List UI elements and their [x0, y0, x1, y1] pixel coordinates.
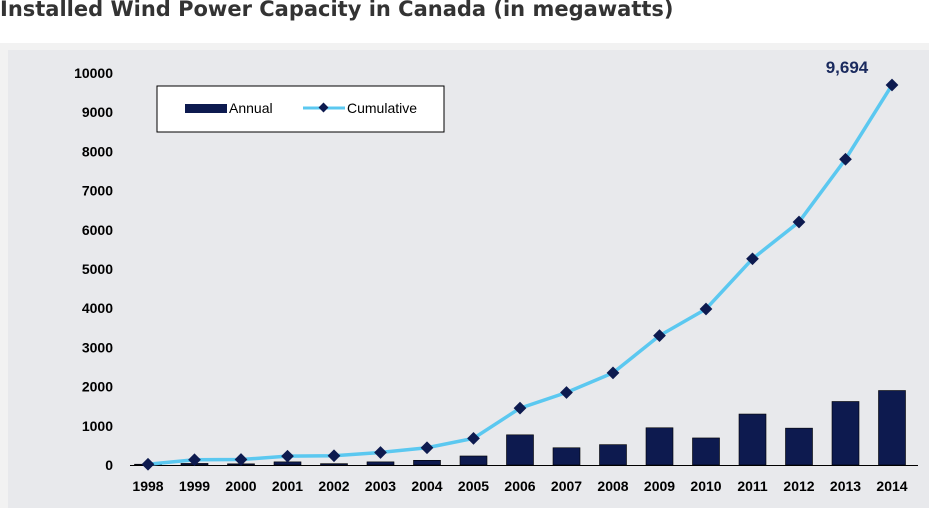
- legend-annual-swatch: [185, 104, 227, 113]
- peak-annotation: 9,694: [826, 58, 869, 77]
- x-tick-label: 2000: [225, 478, 256, 494]
- annual-bar: [645, 427, 674, 466]
- y-tick-label: 5000: [82, 261, 113, 277]
- y-tick-label: 1000: [82, 418, 113, 434]
- x-tick-label: 1998: [132, 478, 163, 494]
- x-tick-label: 1999: [179, 478, 210, 494]
- cumulative-marker: [234, 453, 248, 466]
- annual-bar: [366, 461, 395, 466]
- x-tick-label: 2006: [504, 478, 535, 494]
- x-tick-label: 2011: [737, 478, 768, 494]
- cumulative-marker: [560, 386, 573, 399]
- y-tick-label: 7000: [82, 183, 113, 199]
- annual-bars: [134, 390, 906, 466]
- cumulative-marker: [327, 449, 341, 463]
- x-tick-label: 2014: [876, 478, 907, 494]
- cumulative-marker: [467, 431, 480, 445]
- legend-cumulative-label: Cumulative: [347, 100, 417, 116]
- x-tick-label: 2002: [318, 478, 349, 494]
- annual-bar: [738, 413, 767, 466]
- x-tick-label: 2010: [690, 478, 721, 494]
- legend-annual-label: Annual: [229, 100, 273, 116]
- annual-bar: [552, 447, 581, 466]
- y-tick-label: 6000: [82, 222, 113, 238]
- legend-box: [156, 85, 445, 133]
- annual-bar: [831, 401, 860, 466]
- x-tick-label: 2013: [830, 478, 861, 494]
- x-tick-label: 2005: [458, 478, 489, 494]
- annual-bar: [878, 390, 906, 466]
- cumulative-marker: [281, 449, 294, 463]
- y-tick-label: 8000: [82, 143, 113, 159]
- y-tick-label: 9000: [82, 104, 113, 120]
- x-tick-label: 2001: [272, 478, 303, 494]
- annual-bar: [320, 463, 348, 466]
- y-tick-label: 3000: [82, 339, 113, 355]
- annual-bar: [599, 444, 627, 466]
- x-tick-label: 2007: [551, 478, 582, 494]
- x-tick-label: 2009: [644, 478, 675, 494]
- y-tick-label: 4000: [82, 300, 113, 316]
- annual-bar: [459, 455, 488, 466]
- x-tick-label: 2003: [365, 478, 396, 494]
- x-tick-label: 2004: [411, 478, 442, 494]
- y-axis-ticks: 0 1000 2000 3000 4000 5000 6000 7000 8000 9000 100…: [74, 65, 113, 473]
- page-title: Installed Wind Power Capacity in Canada …: [0, 0, 674, 21]
- annual-bar: [692, 437, 720, 466]
- cumulative-marker: [374, 446, 387, 459]
- y-tick-label: 0: [105, 457, 113, 473]
- cumulative-marker: [420, 441, 434, 455]
- x-tick-label: 2008: [597, 478, 628, 494]
- annual-bar: [506, 434, 534, 466]
- x-axis-ticks: 1998 1999 2000 2001 2002 2003 2004 2005 2006 2007…: [132, 478, 907, 494]
- cumulative-markers: [141, 78, 899, 471]
- cumulative-marker: [141, 457, 155, 471]
- cumulative-marker: [188, 453, 201, 467]
- legend: Annual Cumulative: [156, 85, 445, 133]
- annual-bar: [785, 427, 813, 466]
- annual-bar: [413, 459, 441, 466]
- x-tick-label: 2012: [783, 478, 814, 494]
- y-tick-label: 2000: [82, 379, 113, 395]
- y-tick-label: 10000: [74, 65, 113, 81]
